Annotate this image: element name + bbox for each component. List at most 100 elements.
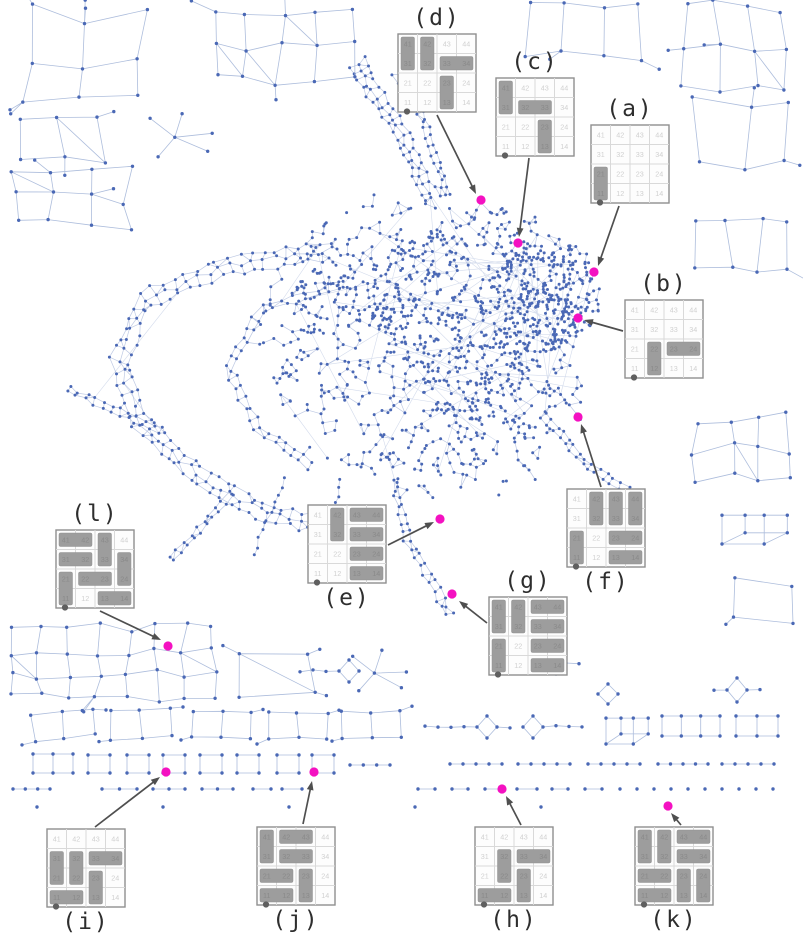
arrowhead-a: [597, 256, 605, 266]
cell-number: 13: [636, 189, 644, 198]
cell-number: 22: [500, 871, 508, 880]
cell-number: 32: [282, 852, 290, 861]
domino: [58, 532, 93, 547]
cell-number: 42: [500, 832, 508, 841]
cell-number: 23: [534, 641, 542, 650]
domino: [511, 599, 526, 634]
cell-number: 13: [302, 891, 310, 900]
cell-number: 43: [636, 130, 644, 139]
arrowhead-h: [506, 796, 514, 806]
cell-number: 34: [631, 514, 639, 523]
origin-dot: [596, 199, 604, 206]
cell-number: 14: [631, 553, 639, 562]
cell-number: 13: [680, 891, 688, 900]
cell-number: 42: [521, 83, 529, 92]
cell-number: 12: [282, 891, 290, 900]
domino: [88, 851, 123, 866]
arrow-c: [518, 157, 530, 232]
arrow-d: [436, 114, 475, 189]
cell-number: 43: [92, 834, 100, 843]
domino: [516, 849, 551, 864]
cell-number: 21: [53, 873, 61, 882]
cell-number: 44: [689, 305, 697, 314]
highlight-node-j: [309, 767, 319, 777]
cell-number: 42: [81, 535, 89, 544]
cell-number: 14: [689, 364, 697, 373]
cell-number: 42: [616, 130, 624, 139]
cell-number: 23: [612, 533, 620, 542]
cell-number: 42: [72, 834, 80, 843]
cell-number: 24: [120, 574, 128, 583]
origin-dot: [572, 563, 580, 570]
cell-number: 42: [333, 510, 341, 519]
cell-number: 33: [353, 530, 361, 539]
domino: [439, 75, 454, 110]
cell-number: 32: [423, 59, 431, 68]
domino: [58, 552, 93, 567]
cell-number: 22: [72, 873, 80, 882]
cell-number: 22: [660, 871, 668, 880]
domino: [530, 638, 565, 653]
domino: [647, 341, 662, 376]
cell-number: 24: [462, 78, 470, 87]
arrowhead-b: [584, 319, 594, 326]
arrowhead-k: [671, 813, 680, 823]
domino: [676, 868, 691, 903]
cell-number: 33: [612, 514, 620, 523]
cell-number: 42: [514, 602, 522, 611]
cell-number: 44: [699, 832, 707, 841]
cell-number: 13: [612, 553, 620, 562]
cell-number: 24: [553, 641, 561, 650]
cell-number: 32: [592, 514, 600, 523]
inset-h: 41 42 43 44 31 32 33 34 21 22 23 24 11 12 13 14(h): [474, 796, 554, 933]
inset-c: 41 42 43 44 31 32 33 34 21 22 23 24 11 12 13 14 (c): [495, 49, 575, 237]
domino: [400, 36, 415, 71]
cell-number: 22: [333, 549, 341, 558]
cell-number: 33: [92, 854, 100, 863]
cell-number: 13: [670, 364, 678, 373]
cell-number: 41: [502, 83, 510, 92]
cell-number: 22: [514, 641, 522, 650]
domino: [477, 888, 512, 903]
cell-number: 23: [353, 549, 361, 558]
domino: [349, 527, 384, 542]
cell-number: 34: [689, 325, 697, 334]
cell-number: 23: [101, 574, 109, 583]
cell-number: 22: [592, 533, 600, 542]
component-nodes: [8, 0, 802, 809]
domino: [608, 491, 623, 526]
highlight-node-b: [573, 313, 583, 323]
inset-e: 41 42 43 44 31 32 33 34 21 22 23 24 11 12 13 14(e): [307, 504, 434, 611]
arrowhead-g: [459, 601, 469, 610]
cell-number: 13: [520, 891, 528, 900]
cell-number: 34: [553, 622, 561, 631]
cell-number: 34: [372, 530, 380, 539]
cell-number: 22: [282, 871, 290, 880]
cell-number: 24: [539, 871, 547, 880]
cell-number: 23: [443, 78, 451, 87]
cell-number: 32: [616, 150, 624, 159]
cell-number: 31: [481, 852, 489, 861]
cell-number: 11: [53, 893, 60, 902]
cell-number: 11: [263, 891, 270, 900]
cell-number: 21: [314, 549, 322, 558]
cell-number: 32: [514, 622, 522, 631]
domino: [117, 552, 132, 586]
inset-label-j: (j): [272, 907, 320, 933]
cell-number: 43: [541, 83, 549, 92]
cell-number: 41: [404, 39, 412, 48]
cell-number: 22: [81, 574, 89, 583]
domino: [666, 341, 701, 356]
cell-number: 14: [699, 891, 707, 900]
cell-number: 41: [641, 832, 649, 841]
domino: [637, 888, 672, 903]
inset-d: 41 42 43 44 31 32 33 34 21 22 23 24 11 12 13 14 (d): [397, 5, 477, 194]
cell-number: 24: [631, 533, 639, 542]
domino: [696, 868, 711, 903]
cell-number: 33: [534, 622, 542, 631]
domino: [69, 851, 84, 885]
cell-number: 41: [495, 602, 503, 611]
domino: [657, 829, 672, 864]
domino: [88, 870, 103, 905]
